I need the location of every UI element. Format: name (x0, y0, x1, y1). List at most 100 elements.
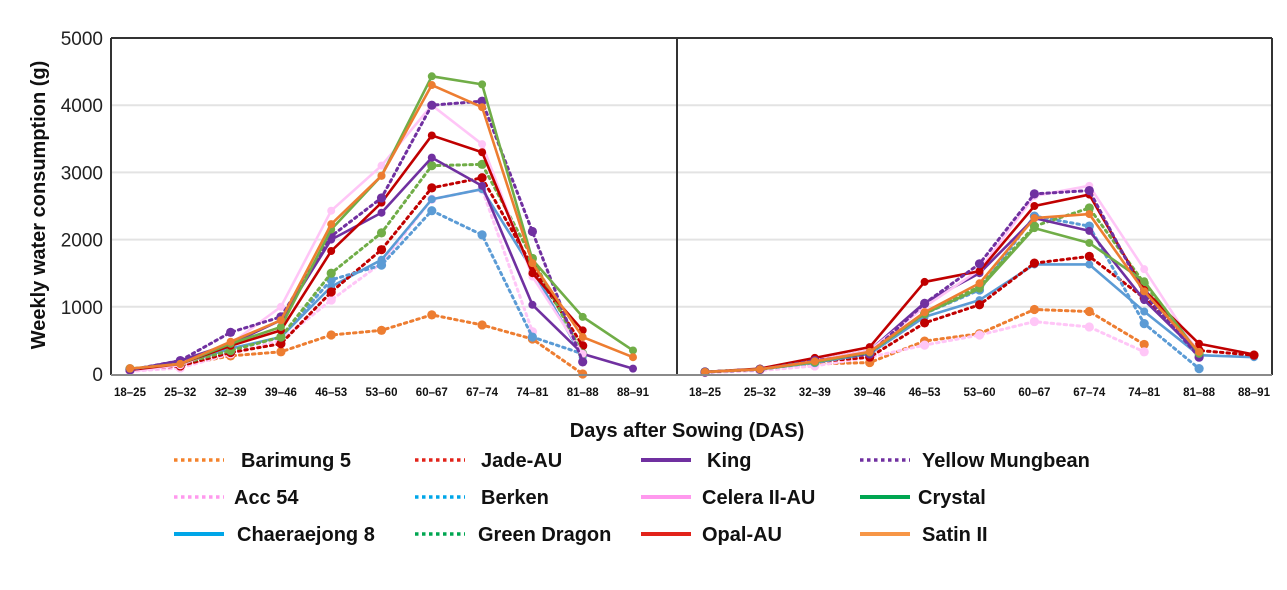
legend-label: Celera II-AU (702, 487, 815, 509)
data-point (377, 208, 386, 217)
data-point (477, 230, 487, 240)
x-tick-label: 46–53 (909, 387, 941, 399)
data-point (478, 103, 487, 112)
data-point (276, 332, 286, 342)
data-point (527, 332, 538, 342)
y-tick-label: 1000 (61, 298, 103, 319)
data-point (376, 260, 387, 270)
data-point (276, 347, 286, 357)
data-point (276, 316, 285, 325)
panel-left-series (125, 72, 637, 379)
data-point (527, 226, 538, 237)
data-point (327, 206, 336, 215)
data-point (1194, 364, 1204, 374)
data-point (1085, 260, 1094, 269)
data-point (1140, 277, 1149, 286)
x-tick-label: 25–32 (164, 387, 196, 399)
x-tick-label: 74–81 (1128, 387, 1161, 399)
data-point (578, 357, 588, 367)
data-point (810, 357, 819, 366)
series-line-crystal (129, 75, 634, 370)
series-layer (125, 72, 1259, 379)
data-point (974, 330, 985, 340)
legend-label: Acc 54 (234, 487, 299, 509)
data-point (1084, 203, 1094, 213)
series-line-satin-ii (704, 212, 1201, 374)
data-point (975, 267, 984, 276)
y-tick-label: 4000 (61, 96, 103, 117)
legend-label: Berken (481, 487, 549, 509)
data-point (1030, 202, 1039, 210)
data-point (427, 81, 436, 90)
x-tick-label: 53–60 (366, 387, 398, 399)
legend: Barimung 5 Jade-AU King Yellow Mungbean Acc … (174, 450, 1090, 546)
legend-item: Berken (415, 487, 549, 509)
data-point (477, 96, 487, 106)
data-point (578, 333, 587, 342)
legend-label: Jade-AU (481, 450, 562, 472)
data-point (326, 268, 336, 278)
data-point (1029, 304, 1039, 315)
data-point (974, 300, 985, 310)
data-point (1140, 287, 1149, 296)
data-point (478, 140, 487, 149)
data-point (755, 365, 764, 374)
x-tick-label: 67–74 (466, 387, 499, 399)
data-point (701, 367, 709, 376)
series-line-barimung-5 (128, 313, 585, 376)
legend-item: Celera II-AU (641, 487, 815, 509)
data-point (376, 245, 387, 255)
data-point (276, 339, 286, 349)
x-tick-label: 46–53 (315, 387, 347, 399)
data-point (427, 195, 436, 204)
x-tick-label: 32–39 (215, 387, 247, 399)
data-point (1139, 319, 1149, 329)
data-point (1139, 339, 1149, 350)
x-tick-label: 39–46 (854, 387, 886, 399)
x-tick-label: 81–88 (1183, 387, 1216, 399)
x-axis-ticks: 18–25 25–32 32–39 39–46 46–53 53–60 60–67 67–74… (114, 387, 1271, 399)
data-point (1084, 185, 1094, 196)
data-point (478, 80, 487, 89)
data-point (377, 161, 386, 170)
data-point (276, 322, 285, 331)
panel-right-series (700, 181, 1259, 378)
data-point (226, 327, 236, 337)
data-point (1029, 189, 1039, 199)
x-tick-label: 32–39 (799, 387, 831, 399)
data-point (920, 298, 930, 309)
x-tick-label: 39–46 (265, 387, 297, 399)
x-tick-label: 60–67 (1018, 387, 1050, 399)
data-point (376, 325, 387, 335)
data-point (427, 131, 436, 140)
data-point (326, 295, 336, 305)
data-point (427, 161, 437, 171)
data-point (477, 159, 487, 169)
data-point (477, 320, 487, 330)
data-point (975, 279, 984, 288)
data-point (126, 364, 134, 373)
series-line-yellow-mungbean (128, 99, 585, 372)
data-point (1084, 306, 1094, 317)
legend-label: Opal-AU (702, 524, 782, 546)
data-point (1084, 251, 1094, 261)
x-tick-label: 74–81 (516, 387, 549, 399)
data-point (427, 100, 437, 110)
gridlines (111, 104, 1272, 308)
legend-item: King (641, 450, 751, 472)
data-point (920, 340, 930, 350)
data-point (427, 72, 436, 81)
legend-item: Yellow Mungbean (860, 450, 1090, 472)
data-point (326, 330, 336, 340)
legend-label: Chaeraejong 8 (237, 524, 375, 546)
data-point (427, 206, 437, 216)
data-point (276, 302, 285, 311)
data-point (1140, 307, 1149, 316)
data-point (327, 247, 336, 256)
legend-label: Yellow Mungbean (922, 450, 1090, 472)
data-point (226, 337, 235, 346)
data-point (427, 153, 436, 162)
legend-item: Green Dragon (415, 524, 611, 546)
data-point (1085, 226, 1094, 235)
data-point (578, 312, 587, 321)
